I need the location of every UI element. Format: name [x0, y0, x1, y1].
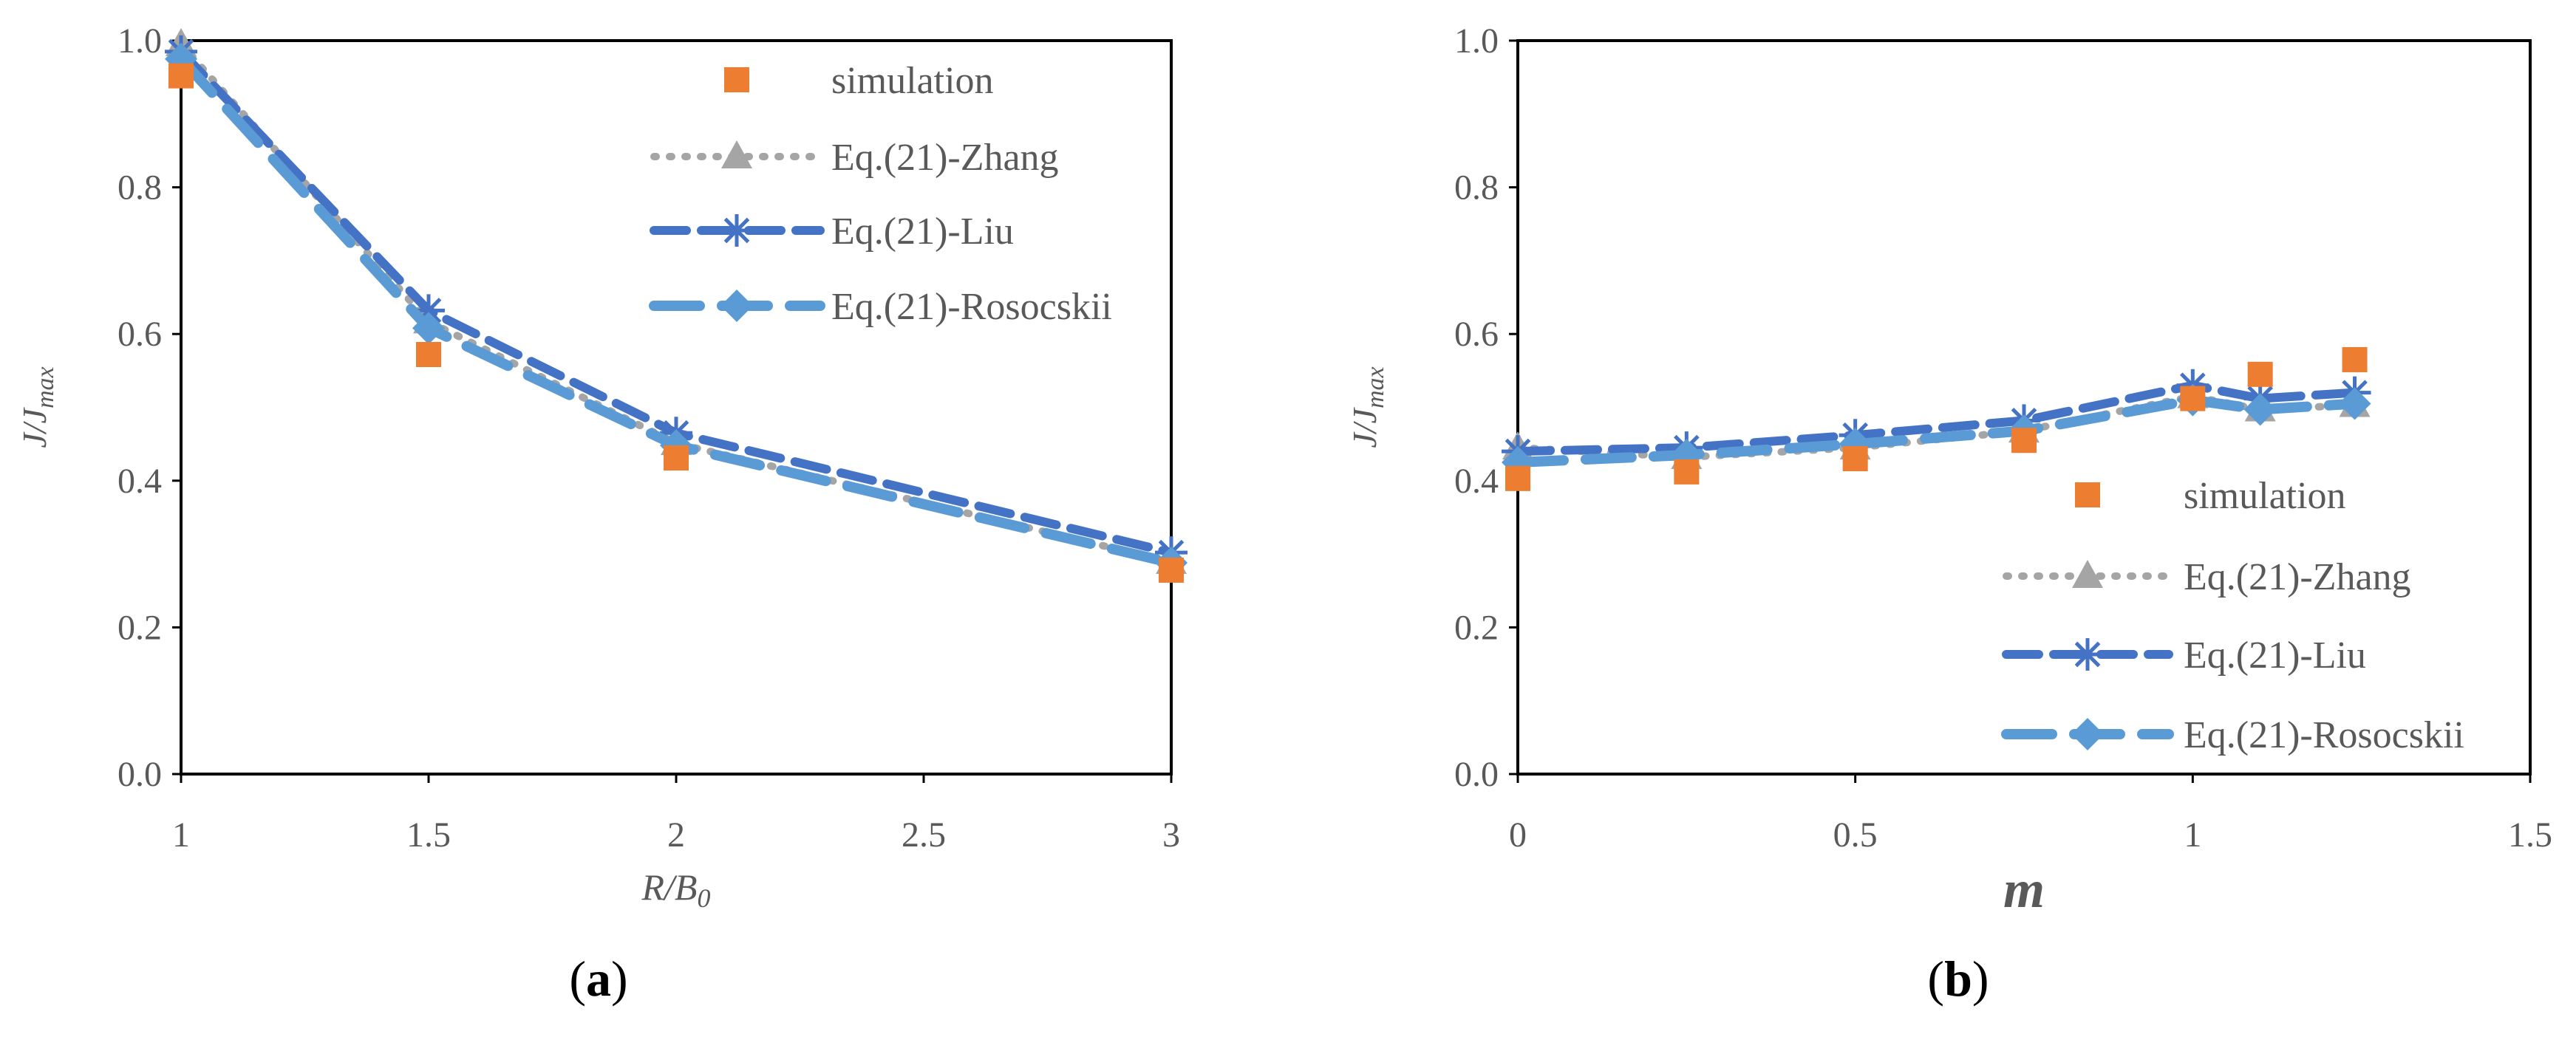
x-tick-label: 1.5 — [406, 815, 451, 855]
data-point-square — [1674, 459, 1700, 485]
data-point-square — [2011, 428, 2037, 454]
panel-label-letter: b — [1944, 951, 1972, 1007]
y-axis-title-subscript: max — [1362, 366, 1389, 408]
x-axis-title: R/B0 — [641, 866, 711, 913]
y-tick-label: 0.6 — [117, 315, 162, 354]
data-point-square — [416, 342, 441, 368]
x-tick-label: 0.5 — [1833, 815, 1878, 855]
y-tick-label: 0.4 — [117, 462, 162, 501]
data-point-diamond — [2243, 393, 2277, 426]
y-tick-label: 0.0 — [1454, 755, 1499, 794]
y-tick-label: 0.6 — [1454, 315, 1499, 354]
y-axis-title-main: J/J — [1346, 406, 1383, 448]
y-tick-label: 0.2 — [1454, 608, 1499, 647]
data-point-diamond — [412, 312, 445, 345]
y-axis-title-subscript: max — [32, 366, 59, 408]
y-tick-label: 0.0 — [117, 755, 162, 794]
panel-label-open: ( — [1927, 951, 1944, 1007]
x-axis-title-main: R/B — [641, 866, 698, 908]
legend-label: Eq.(21)-Liu — [831, 211, 1014, 253]
legend-marker-triangle — [2072, 560, 2103, 588]
y-tick-label: 0.8 — [1454, 168, 1499, 208]
x-tick-label: 2.5 — [902, 815, 946, 855]
legend-marker-square — [724, 67, 749, 92]
series-line — [176, 53, 1176, 569]
legend-label: Eq.(21)-Liu — [2184, 634, 2366, 677]
y-axis-title-main: J/J — [16, 406, 53, 448]
data-point-square — [2180, 386, 2206, 411]
series-simulation — [1505, 346, 2368, 491]
x-axis-title-main: m — [2003, 860, 2045, 919]
x-tick-label: 1.5 — [2508, 815, 2552, 855]
legend-label: Eq.(21)-Zhang — [831, 137, 1059, 179]
data-point-square — [2247, 361, 2273, 387]
y-tick-label: 1.0 — [117, 21, 162, 61]
series-line — [177, 47, 1176, 558]
y-tick-label: 0.2 — [117, 608, 162, 647]
data-point-square — [1505, 465, 1530, 491]
data-point-square — [2342, 346, 2368, 372]
data-point-square — [664, 445, 689, 471]
data-point-square — [168, 63, 194, 89]
legend-marker-diamond — [720, 290, 753, 322]
panel-label: (a) — [569, 951, 627, 1007]
legend-marker-triangle — [721, 140, 752, 168]
legend-marker-star — [2071, 638, 2104, 671]
legend-label: simulation — [2184, 475, 2346, 517]
data-point-diamond — [2338, 387, 2371, 420]
legend-marker-square — [2075, 482, 2100, 507]
legend: simulation Eq.(21)-Zhang Eq.(21)-Liu Eq.(21… — [2001, 475, 2464, 756]
legend: simulation Eq.(21)-Zhang Eq.(21)-Liu Eq.(21… — [649, 60, 1112, 328]
series-simulation — [168, 63, 1184, 583]
x-axis-title: m — [2003, 860, 2045, 919]
plot-area-frame — [1516, 39, 2532, 776]
panel-label: (b) — [1927, 951, 1989, 1007]
x-tick-label: 1 — [2184, 815, 2201, 855]
x-tick-label: 0 — [1509, 815, 1527, 855]
legend-label: Eq.(21)-Zhang — [2184, 556, 2411, 598]
y-tick-label: 1.0 — [1454, 21, 1499, 61]
chart-panel-b: 0.0 0.2 0.4 0.6 0.8 1.0 0 0.5 1 1.5 J/Jmax m simulat… — [1346, 21, 2552, 1007]
y-axis-title: J/Jmax — [16, 366, 59, 448]
panel-label-open: ( — [569, 951, 586, 1007]
legend-label: simulation — [831, 60, 994, 102]
panel-label-close: ) — [611, 951, 628, 1007]
legend-marker-star — [720, 214, 753, 247]
y-tick-label: 0.4 — [1454, 462, 1499, 501]
x-tick-label: 2 — [667, 815, 685, 855]
x-tick-label: 1 — [172, 815, 190, 855]
data-point-square — [1159, 557, 1184, 583]
panel-label-close: ) — [1972, 951, 1989, 1007]
y-tick-label: 0.8 — [117, 168, 162, 208]
legend-marker-diamond — [2071, 718, 2104, 750]
legend-label: Eq.(21)-Rosocskii — [831, 286, 1112, 328]
legend-label: Eq.(21)-Rosocskii — [2184, 714, 2464, 756]
x-tick-label: 3 — [1162, 815, 1180, 855]
chart-panel-a: 0.0 0.2 0.4 0.6 0.8 1.0 1 1.5 2 2.5 3 J/Jmax R/B0 sim… — [16, 21, 1188, 1007]
data-point-square — [1842, 446, 1868, 472]
panel-label-letter: a — [586, 951, 611, 1007]
x-axis-title-subscript: 0 — [697, 883, 710, 913]
y-axis-title: J/Jmax — [1346, 366, 1389, 448]
